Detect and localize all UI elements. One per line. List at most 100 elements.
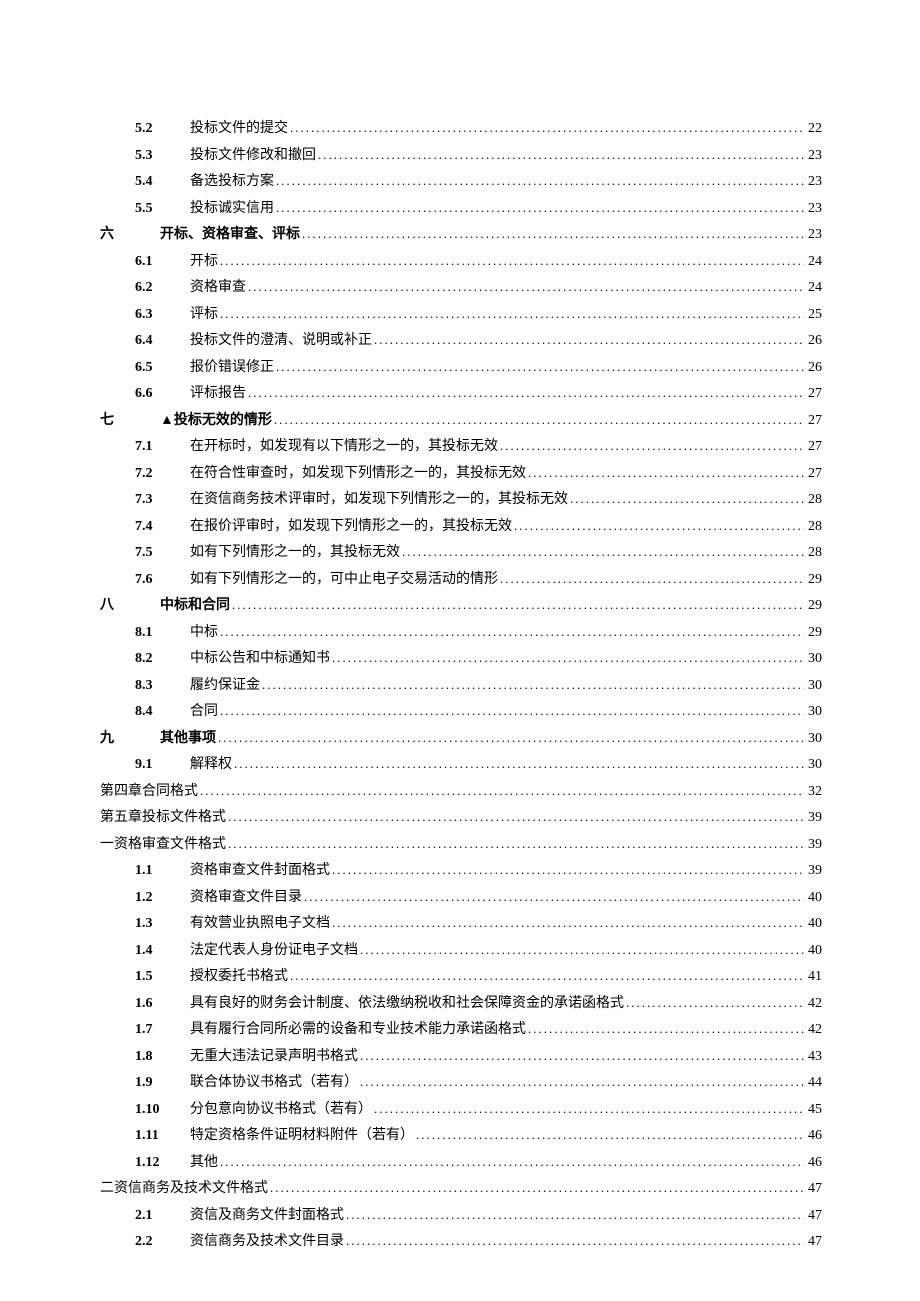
toc-label: 有效营业执照电子文档	[190, 911, 330, 937]
toc-number: 7.5	[100, 540, 190, 566]
toc-number: 7.1	[100, 434, 190, 460]
toc-label: 解释权	[190, 752, 232, 778]
toc-number: 5.5	[100, 196, 190, 222]
toc-leader	[400, 539, 804, 565]
toc-row: 5.2投标文件的提交22	[100, 115, 822, 142]
toc-number: 6.6	[100, 381, 190, 407]
toc-leader	[274, 195, 804, 221]
toc-page-number: 39	[804, 805, 822, 831]
toc-leader	[330, 910, 804, 936]
toc-number: 八	[100, 593, 130, 619]
toc-label: 资格审查文件封面格式	[190, 858, 330, 884]
toc-label: 开标	[190, 249, 218, 275]
toc-leader	[358, 937, 804, 963]
toc-leader	[226, 804, 804, 830]
toc-page-number: 23	[804, 169, 822, 195]
toc-leader	[218, 698, 804, 724]
toc-page-number: 27	[804, 408, 822, 434]
toc-leader	[232, 751, 804, 777]
toc-leader	[300, 221, 804, 247]
toc-row: 九其他事项30	[100, 725, 822, 752]
toc-page-number: 29	[804, 567, 822, 593]
toc-page: 5.2投标文件的提交225.3投标文件修改和撤回235.4备选投标方案235.5…	[0, 0, 920, 1301]
toc-number: 2.1	[100, 1203, 190, 1229]
toc-label: 资信及商务文件封面格式	[190, 1203, 344, 1229]
toc-leader	[568, 486, 804, 512]
toc-label: 合同	[190, 699, 218, 725]
toc-leader	[274, 354, 804, 380]
toc-number: 九	[100, 726, 130, 752]
toc-row: 1.1资格审查文件封面格式39	[100, 857, 822, 884]
toc-number: 7.4	[100, 514, 190, 540]
toc-number: 8.2	[100, 646, 190, 672]
toc-leader	[302, 884, 804, 910]
toc-number: 6.3	[100, 302, 190, 328]
toc-page-number: 39	[804, 832, 822, 858]
toc-row: 7.4在报价评审时，如发现下列情形之一的，其投标无效28	[100, 513, 822, 540]
toc-label: 评标报告	[190, 381, 246, 407]
toc-number: 6.4	[100, 328, 190, 354]
toc-row: 8.2中标公告和中标通知书30	[100, 645, 822, 672]
toc-row: 5.4备选投标方案 23	[100, 168, 822, 195]
toc-row: 7.6如有下列情形之一的，可中止电子交易活动的情形29	[100, 566, 822, 593]
toc-row: 5.5投标诚实信用23	[100, 195, 822, 222]
toc-row: 1.2资格审查文件目录 40	[100, 884, 822, 911]
toc-number: 1.2	[100, 885, 190, 911]
toc-page-number: 22	[804, 116, 822, 142]
toc-label: 投标文件的提交	[190, 116, 288, 142]
toc-page-number: 30	[804, 752, 822, 778]
toc-label: ▲投标无效的情形	[160, 408, 272, 434]
toc-page-number: 44	[804, 1070, 822, 1096]
toc-row: 5.3投标文件修改和撤回23	[100, 142, 822, 169]
toc-leader	[414, 1122, 804, 1148]
toc-label: 开标、资格审查、评标	[160, 222, 300, 248]
toc-number: 5.4	[100, 169, 190, 195]
toc-row: 六开标、资格审查、评标23	[100, 221, 822, 248]
toc-label: 资格审查文件目录	[190, 885, 302, 911]
toc-leader	[316, 142, 804, 168]
toc-row: 第五章投标文件格式 39	[100, 804, 822, 831]
toc-label: 法定代表人身份证电子文档	[190, 938, 358, 964]
toc-row: 第四章合同格式32	[100, 778, 822, 805]
toc-page-number: 42	[804, 991, 822, 1017]
toc-number: 六	[100, 222, 130, 248]
toc-label: 具有履行合同所必需的设备和专业技术能力承诺函格式	[190, 1017, 526, 1043]
toc-leader	[526, 460, 804, 486]
toc-page-number: 27	[804, 381, 822, 407]
toc-number: 1.4	[100, 938, 190, 964]
toc-label: 第五章投标文件格式	[100, 805, 226, 831]
toc-page-number: 28	[804, 540, 822, 566]
toc-page-number: 40	[804, 885, 822, 911]
toc-label: 投标文件修改和撤回	[190, 143, 316, 169]
toc-page-number: 28	[804, 514, 822, 540]
toc-page-number: 24	[804, 249, 822, 275]
toc-label: 特定资格条件证明材料附件（若有）	[190, 1123, 414, 1149]
toc-page-number: 41	[804, 964, 822, 990]
toc-row: 7.1在开标时，如发现有以下情形之一的，其投标无效27	[100, 433, 822, 460]
toc-label: 备选投标方案	[190, 169, 274, 195]
toc-leader	[198, 778, 804, 804]
toc-page-number: 39	[804, 858, 822, 884]
toc-leader	[512, 513, 804, 539]
toc-label: 第四章合同格式	[100, 779, 198, 805]
toc-leader	[218, 619, 804, 645]
toc-leader	[624, 990, 804, 1016]
toc-number: 6.1	[100, 249, 190, 275]
toc-label: 资格审查	[190, 275, 246, 301]
toc-row: 八中标和合同29	[100, 592, 822, 619]
toc-label: 授权委托书格式	[190, 964, 288, 990]
toc-page-number: 45	[804, 1097, 822, 1123]
toc-row: 6.6评标报告 27	[100, 380, 822, 407]
toc-row: 2.2资信商务及技术文件目录47	[100, 1228, 822, 1255]
toc-label: 报价错误修正	[190, 355, 274, 381]
toc-number: 9.1	[100, 752, 190, 778]
toc-page-number: 28	[804, 487, 822, 513]
toc-label: 在开标时，如发现有以下情形之一的，其投标无效	[190, 434, 498, 460]
toc-leader	[246, 274, 804, 300]
toc-page-number: 26	[804, 355, 822, 381]
toc-label: 履约保证金	[190, 673, 260, 699]
toc-label: 评标	[190, 302, 218, 328]
toc-row: 6.5报价错误修正26	[100, 354, 822, 381]
toc-label: 其他事项	[160, 726, 216, 752]
toc-page-number: 27	[804, 461, 822, 487]
